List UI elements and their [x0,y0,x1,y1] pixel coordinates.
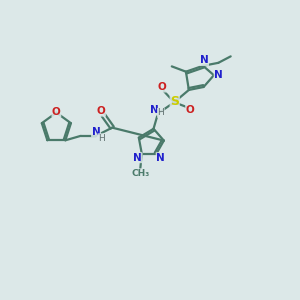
Text: O: O [52,107,61,117]
Text: N: N [156,153,165,163]
Text: H: H [98,134,105,143]
Text: N: N [92,127,100,137]
Text: N: N [150,105,159,115]
Text: N: N [200,56,208,65]
Text: S: S [170,95,179,108]
Text: O: O [158,82,167,92]
Text: O: O [186,105,194,115]
Text: N: N [133,153,142,163]
Text: O: O [97,106,105,116]
Text: N: N [214,70,223,80]
Text: H: H [158,108,164,117]
Text: CH₃: CH₃ [132,169,150,178]
